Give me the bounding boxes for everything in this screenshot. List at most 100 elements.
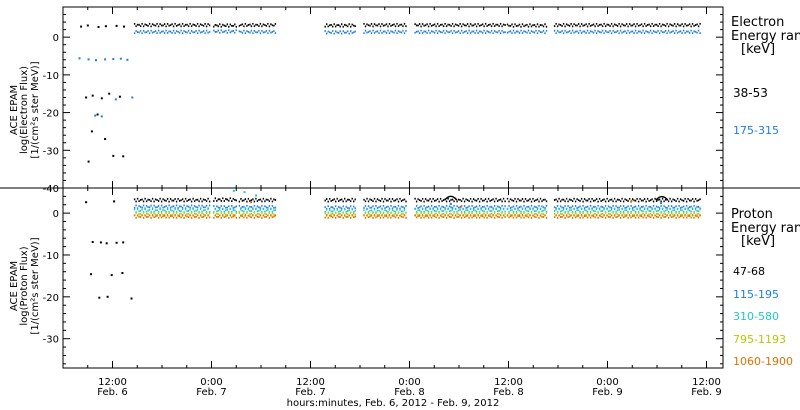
data-point [583,24,586,27]
data-point [444,208,446,211]
data-point [271,200,274,203]
data-point [583,30,586,33]
data-point [168,30,170,33]
data-point [441,200,443,202]
data-point [399,207,401,210]
data-point [261,25,263,28]
data-point [481,206,484,208]
data-point [603,207,605,210]
data-point [520,29,522,32]
data-point [521,32,524,34]
data-point [545,200,548,203]
data-point [670,210,673,213]
data-point [633,209,635,212]
data-point [682,25,685,28]
data-point [363,22,365,25]
data-point [271,212,274,215]
data-point [119,57,122,60]
data-point [363,214,365,217]
data-point [243,212,245,215]
data-point [601,216,604,219]
data-point [141,198,143,201]
data-point [367,24,370,27]
data-point [192,208,194,211]
data-point [220,217,222,219]
data-point [697,212,700,215]
data-point [420,29,422,32]
data-point [586,212,589,215]
data-point [172,199,175,202]
data-point [499,207,502,209]
data-point [512,212,515,215]
data-point [477,208,479,211]
data-point [618,199,620,201]
data-point [675,25,677,28]
data-point [339,25,341,28]
data-point [691,214,694,216]
data-point [484,198,487,200]
data-point [157,212,160,214]
data-point [226,214,228,217]
data-point [133,208,136,211]
data-point [606,208,608,211]
data-point [442,25,445,28]
data-point [148,198,151,201]
data-point [217,213,219,216]
data-point [400,31,403,34]
data-point [429,198,431,200]
data-point [576,198,578,201]
data-point [621,208,623,210]
data-point [512,25,515,28]
data-point [451,22,454,25]
data-point [445,200,448,203]
data-point [274,199,277,201]
data-point [663,216,665,218]
data-point [327,30,329,33]
data-point [517,30,519,33]
data-point [153,200,155,203]
data-point [673,23,676,25]
data-point [616,215,619,218]
data-point [679,215,682,218]
data-point [676,197,679,200]
data-point [342,200,344,203]
data-point [561,209,563,212]
data-point [154,198,157,201]
data-point [589,200,592,203]
data-point [445,25,448,28]
data-point [571,210,574,213]
data-point [526,209,528,212]
data-point [579,205,581,208]
data-point [341,32,343,35]
data-point [255,31,257,34]
data-point [487,197,490,200]
data-point [562,207,565,209]
data-point [373,31,376,34]
data-point [426,199,428,202]
data-point [414,23,416,25]
data-point [366,197,368,200]
data-point [535,199,537,201]
data-point [235,205,237,208]
y-tick-label: -30 [43,335,59,346]
data-point [405,212,407,214]
data-point [375,205,377,207]
data-point [612,205,614,207]
data-point [514,32,516,34]
y-tick-label: -10 [43,71,59,82]
data-point [471,30,473,33]
data-point [258,209,260,212]
data-point [344,214,346,217]
data-point [508,200,510,203]
data-point [330,24,332,26]
data-point [351,208,353,211]
data-point [660,205,662,207]
data-point [564,29,566,32]
data-point [168,216,170,219]
data-point [159,208,161,210]
data-point [147,30,149,32]
data-point [376,215,379,218]
data-point [162,198,164,201]
data-point [634,25,637,28]
